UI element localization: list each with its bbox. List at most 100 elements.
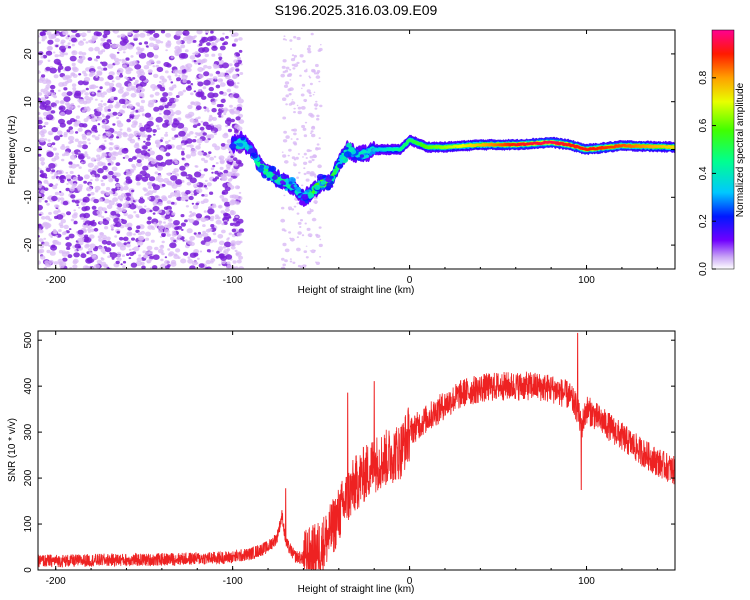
spectrogram-noise-blob: [228, 232, 232, 236]
spectrogram-ridge-blob: [289, 187, 293, 191]
spectrogram-noise-blob: [165, 49, 168, 52]
spectrogram-noise-blob: [94, 98, 98, 101]
spectrogram-noise-blob: [59, 122, 66, 128]
spectrogram-noise-blob: [223, 169, 229, 174]
spectrogram-noise-blob: [73, 252, 80, 258]
spectrogram-noise-blob: [161, 214, 166, 218]
spectrogram-noise-blob: [167, 75, 172, 79]
spectrogram-noise-blob: [139, 32, 146, 38]
spectrogram-noise-blob: [198, 73, 204, 79]
spectrogram-noise-blob: [235, 68, 240, 72]
spectrogram-noise-blob: [149, 94, 154, 98]
spectrogram-noise-blob: [287, 206, 293, 210]
spectrogram-noise-blob: [210, 35, 217, 41]
spectrogram-noise-blob: [185, 64, 189, 67]
spectrogram-noise-blob: [180, 44, 186, 49]
spectrogram-noise-blob: [133, 115, 139, 120]
spectrogram-noise-blob: [230, 33, 236, 38]
spectrogram-noise-blob: [296, 138, 299, 141]
spectrogram-noise-blob: [289, 68, 292, 71]
spectrogram-noise-blob: [203, 79, 211, 86]
spectrogram-noise-blob: [153, 33, 160, 38]
spectrogram-noise-blob: [65, 171, 69, 174]
spectrogram-noise-blob: [77, 80, 84, 86]
spectrogram-noise-blob: [151, 30, 156, 33]
spectrogram-noise-blob: [50, 89, 55, 93]
spectrogram-noise-blob: [174, 160, 179, 165]
spectrogram-noise-blob: [210, 258, 216, 262]
spectrogram-noise-blob: [219, 82, 226, 87]
spectrogram-noise-blob: [73, 220, 78, 225]
spectrogram-noise-blob: [115, 82, 122, 88]
spectrogram-noise-blob: [170, 261, 177, 267]
spectrogram-noise-blob: [53, 261, 59, 265]
spectrogram-noise-blob: [46, 114, 54, 121]
spectrogram-noise-blob: [170, 81, 174, 84]
spectrogram-noise-blob: [54, 171, 60, 176]
spectrogram-noise-blob: [73, 212, 78, 216]
spectrogram-noise-blob: [150, 84, 157, 89]
spectrogram-noise-blob: [195, 262, 199, 265]
spectrogram-noise-blob: [221, 108, 225, 111]
spectrogram-noise-blob: [77, 206, 81, 209]
spectrogram-noise-blob: [84, 95, 90, 100]
spectrogram-noise-blob: [117, 187, 120, 190]
spectrogram-noise-blob: [137, 245, 141, 248]
spectrogram-noise-blob: [182, 251, 189, 256]
spectrogram-noise-blob: [222, 182, 229, 188]
spectrogram-noise-blob: [122, 64, 127, 68]
spectrogram-noise-blob: [40, 255, 46, 260]
spectrogram-noise-blob: [211, 81, 215, 85]
y-tick-label: -20: [23, 237, 34, 252]
spectrogram-noise-blob: [139, 208, 147, 215]
spectrogram-ridge-blob: [337, 163, 344, 169]
spectrogram-noise-blob: [100, 257, 104, 260]
spectrogram-noise-blob: [219, 159, 225, 164]
spectrogram-noise-blob: [111, 243, 116, 247]
spectrogram-noise-blob: [113, 57, 120, 62]
spectrogram-noise-blob: [164, 214, 171, 220]
spectrogram-noise-blob: [140, 150, 148, 156]
spectrogram-noise-blob: [62, 30, 69, 36]
spectrogram-noise-blob: [304, 121, 308, 124]
spectrogram-noise-blob: [77, 174, 81, 177]
y-tick-label: 0: [23, 567, 34, 573]
spectrogram-noise-blob: [55, 100, 60, 104]
spectrogram-noise-blob: [89, 220, 95, 225]
spectrogram-noise-blob: [44, 94, 48, 98]
spectrogram-noise-blob: [85, 257, 93, 264]
spectrogram-noise-blob: [143, 65, 150, 70]
spectrogram-noise-blob: [165, 152, 171, 157]
spectrogram-noise-blob: [180, 222, 186, 227]
spectrogram-noise-blob: [96, 259, 102, 264]
spectrogram-noise-blob: [232, 123, 236, 127]
spectrogram-noise-blob: [146, 137, 151, 141]
spectrogram-noise-blob: [227, 183, 233, 188]
spectrogram-noise-blob: [215, 162, 219, 165]
spectrogram-noise-blob: [57, 130, 63, 135]
spectrogram-noise-blob: [136, 225, 141, 229]
spectrogram-noise-blob: [45, 263, 49, 267]
spectrogram-noise-blob: [85, 41, 89, 44]
spectrogram-noise-blob: [106, 236, 111, 241]
spectrogram-noise-blob: [107, 63, 114, 69]
spectrogram-noise-blob: [58, 222, 64, 227]
spectrogram-noise-blob: [48, 163, 56, 169]
spectrogram-noise-blob: [82, 35, 85, 38]
spectrogram-noise-blob: [40, 161, 46, 165]
spectrogram-noise-blob: [94, 185, 101, 191]
spectrogram-noise-blob: [108, 170, 114, 176]
spectrogram-noise-blob: [99, 220, 104, 224]
spectrogram-noise-blob: [80, 253, 87, 259]
spectrogram-noise-blob: [101, 234, 107, 240]
spectrogram-noise-blob: [116, 131, 123, 136]
spectrogram-noise-blob: [303, 161, 308, 165]
spectrogram-noise-blob: [38, 238, 44, 243]
spectrogram-noise-blob: [111, 166, 118, 172]
spectrogram-noise-blob: [127, 104, 134, 109]
spectrogram-ridge-cell: [672, 146, 675, 149]
spectrogram-noise-blob: [88, 169, 93, 173]
spectrogram-noise-blob: [180, 197, 186, 202]
spectrogram-noise-blob: [109, 252, 118, 259]
spectrogram-noise-blob: [51, 175, 56, 180]
